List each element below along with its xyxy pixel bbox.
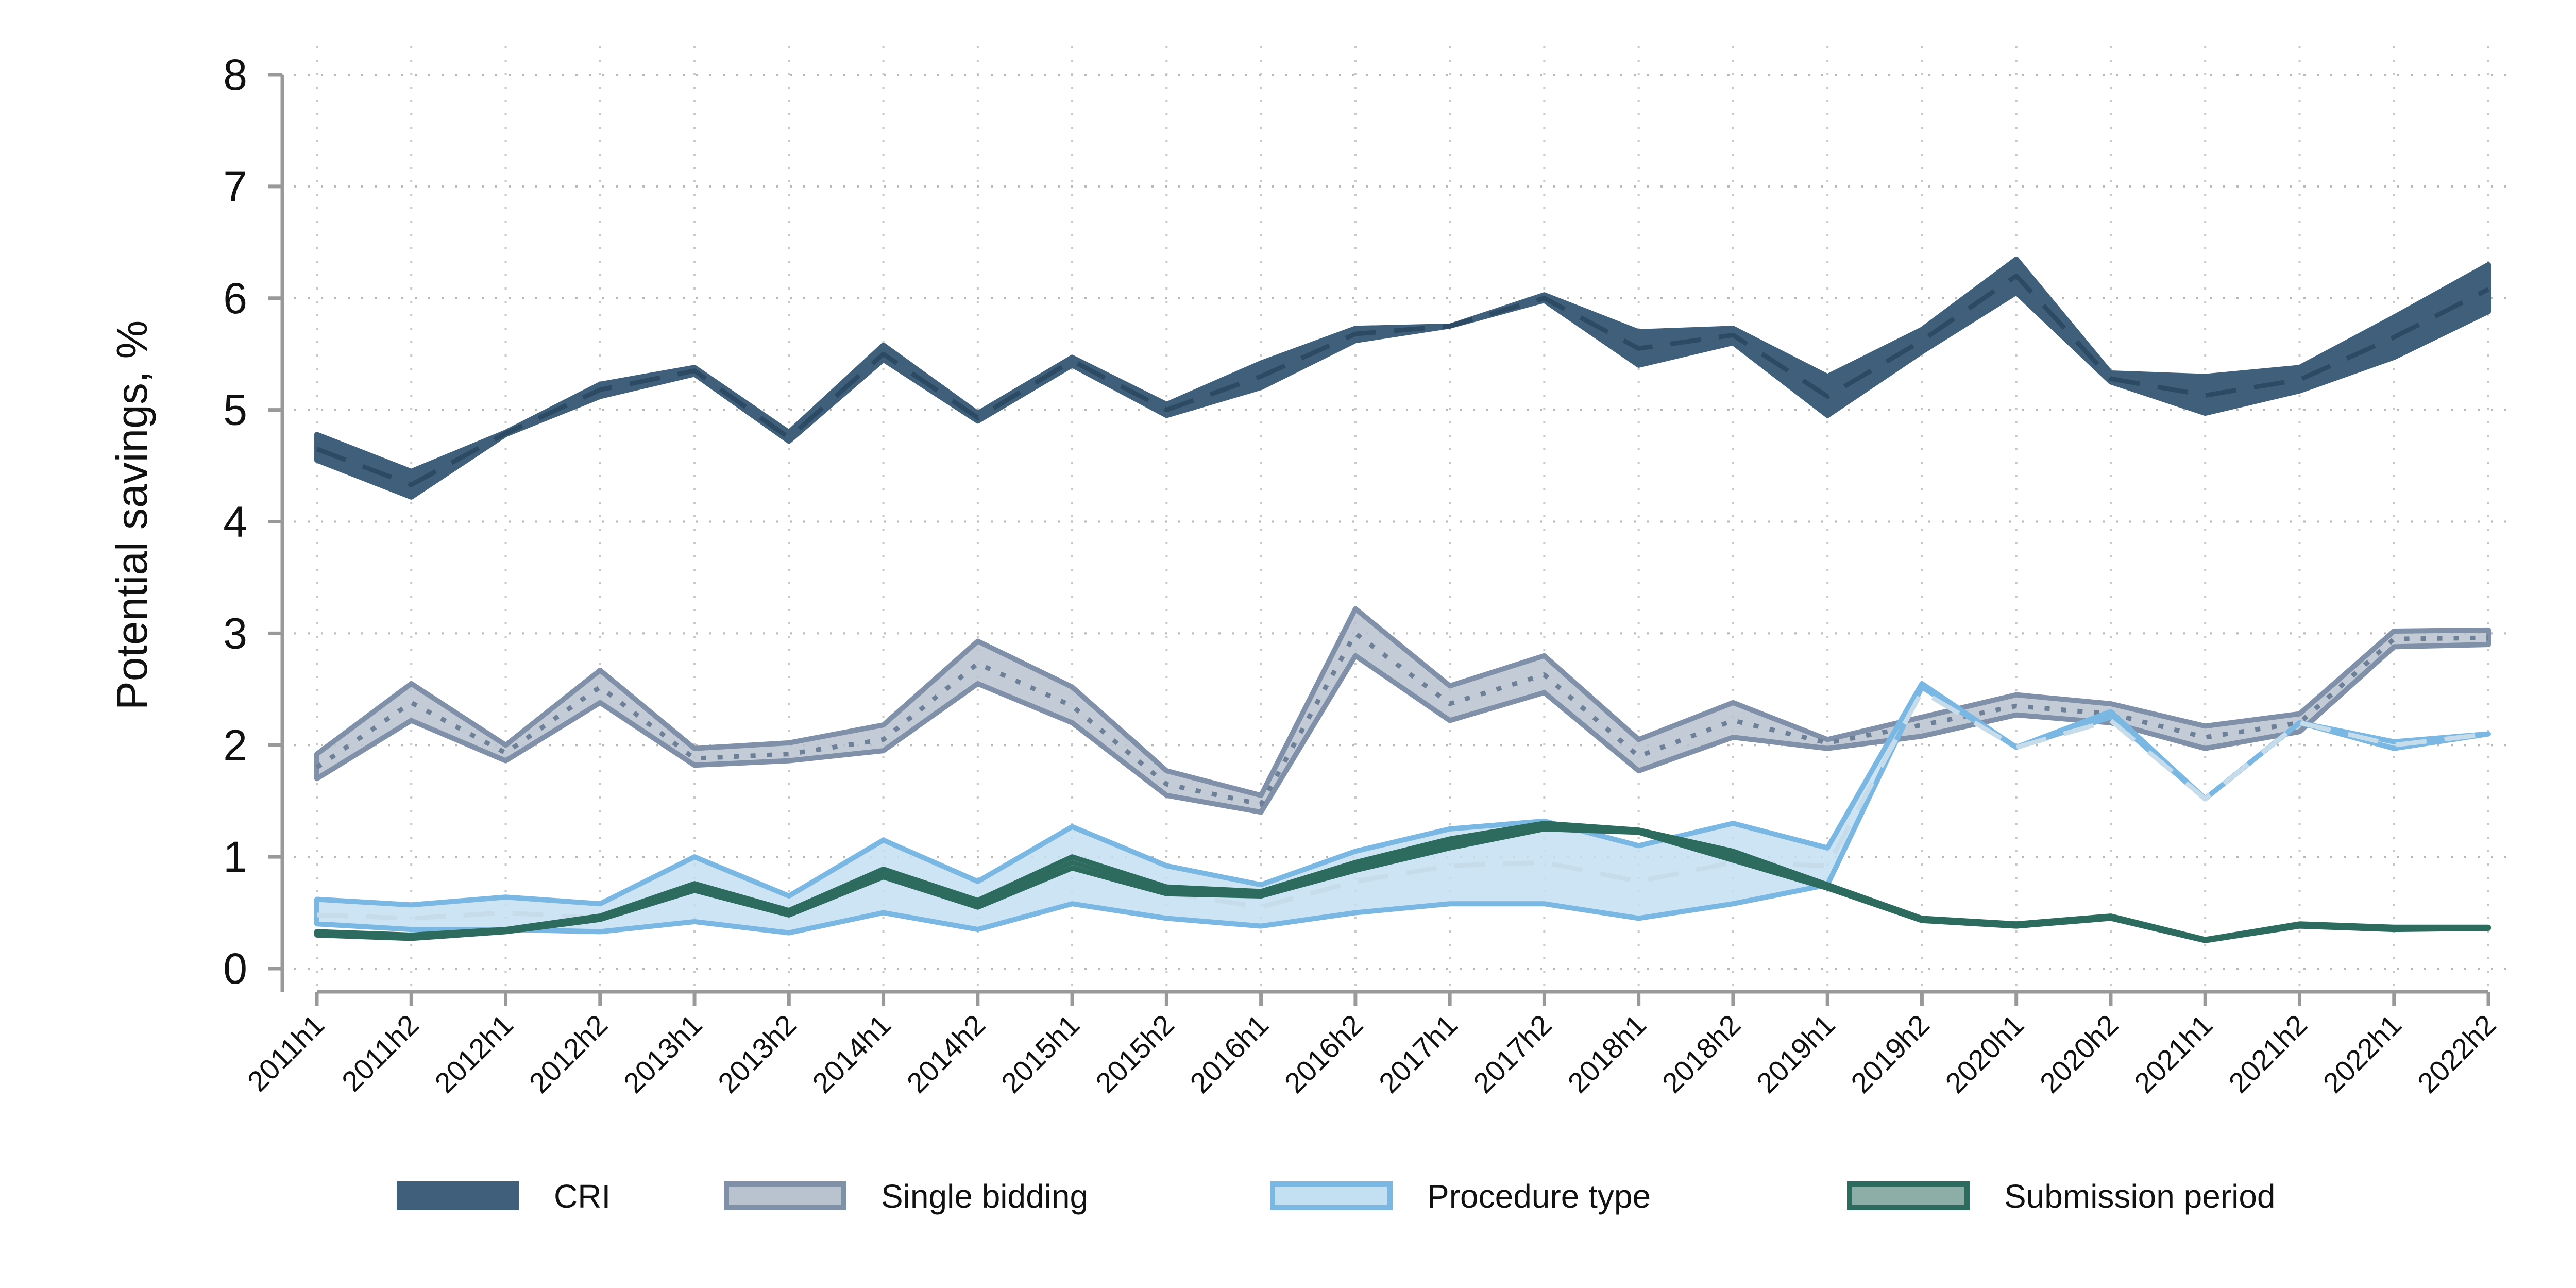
y-tick-label: 0	[223, 944, 247, 993]
x-tick-label: 2019h2	[1844, 1008, 1936, 1099]
series-band	[314, 256, 2491, 500]
legend-label: Single bidding	[881, 1178, 1088, 1215]
x-tick-label: 2022h1	[2317, 1008, 2408, 1099]
legend-swatch	[724, 1181, 846, 1210]
x-tick-label: 2019h1	[1750, 1008, 1841, 1099]
x-tick-label: 2021h2	[2222, 1008, 2313, 1099]
legend-item: CRI	[397, 1178, 611, 1215]
y-tick-label: 2	[223, 721, 247, 769]
legend-label: Procedure type	[1427, 1178, 1651, 1215]
x-tick-label: 2016h2	[1278, 1008, 1369, 1099]
x-tick-label: 2020h1	[1939, 1008, 2030, 1099]
y-axis-title: Potential savings, %	[108, 320, 156, 710]
legend-label: Submission period	[2004, 1178, 2276, 1215]
x-tick-label: 2015h2	[1089, 1008, 1180, 1099]
y-tick-label: 6	[223, 274, 247, 323]
x-tick-label: 2012h1	[428, 1008, 519, 1099]
series-band	[314, 606, 2491, 815]
x-tick-label: 2013h2	[711, 1008, 803, 1099]
y-tick-label: 1	[223, 833, 247, 881]
x-tick-label: 2018h2	[1656, 1008, 1747, 1099]
x-tick-label: 2018h1	[1561, 1008, 1652, 1099]
legend-item: Procedure type	[1270, 1178, 1651, 1215]
x-tick-label: 2011h1	[241, 1008, 331, 1098]
y-tick-label: 4	[223, 498, 247, 546]
x-tick-label: 2015h1	[995, 1008, 1086, 1099]
x-tick-label: 2020h2	[2033, 1008, 2125, 1099]
legend-item: Single bidding	[724, 1178, 1088, 1215]
x-tick-label: 2014h1	[806, 1008, 897, 1099]
x-tick-label: 2017h1	[1372, 1008, 1464, 1099]
y-tick-label: 5	[223, 386, 247, 434]
series-band	[314, 681, 2491, 936]
x-tick-label: 2013h1	[617, 1008, 708, 1099]
x-tick-label: 2016h1	[1183, 1008, 1275, 1099]
x-tick-label: 2011h2	[335, 1008, 425, 1098]
legend-label: CRI	[554, 1178, 611, 1215]
legend: CRI Single bidding Procedure type Submissio…	[397, 1178, 2276, 1215]
legend-swatch	[397, 1181, 519, 1210]
x-tick-label: 2021h1	[2128, 1008, 2219, 1099]
series-center-line	[316, 823, 2488, 943]
x-tick-label: 2017h2	[1467, 1008, 1558, 1099]
series-bands	[314, 256, 2491, 943]
legend-item: Submission period	[1847, 1178, 2276, 1215]
series-cri	[314, 256, 2491, 500]
series-submission-period	[314, 821, 2491, 943]
legend-swatch	[1847, 1181, 1970, 1210]
legend-swatch	[1270, 1181, 1393, 1210]
x-tick-label: 2014h2	[901, 1008, 992, 1099]
y-tick-label: 7	[223, 162, 247, 211]
series-center-line	[315, 631, 2489, 807]
x-tick-label: 2022h2	[2411, 1008, 2502, 1099]
series-single-bidding	[314, 606, 2491, 815]
y-tick-label: 8	[223, 50, 247, 99]
y-tick-label: 3	[223, 609, 247, 657]
x-tick-label: 2012h2	[523, 1008, 614, 1099]
series-center-line	[316, 273, 2490, 487]
